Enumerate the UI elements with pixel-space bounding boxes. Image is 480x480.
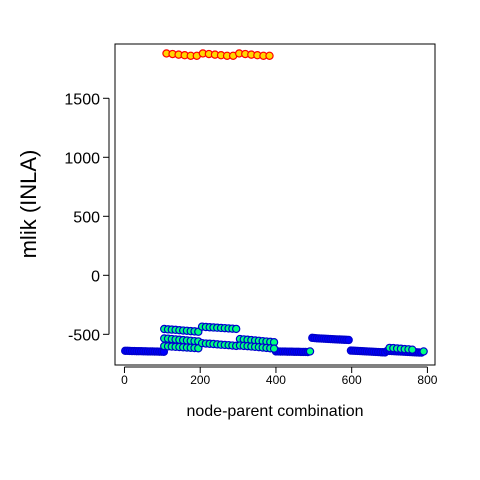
data-point <box>305 347 315 356</box>
x-axis-label: node-parent combination <box>186 403 363 420</box>
y-tick-label: 1500 <box>64 91 100 108</box>
data-point <box>419 347 428 356</box>
y-tick-label: 1000 <box>64 150 100 167</box>
data-point <box>231 324 241 334</box>
y-axis: -500 0 500 1000 1500 <box>64 91 110 344</box>
plot-frame <box>114 43 436 366</box>
y-tick-label: 500 <box>73 209 100 226</box>
x-tick-label: 600 <box>342 373 362 387</box>
data-points <box>121 49 428 357</box>
x-tick-label: 0 <box>121 373 128 387</box>
x-tick-label: 800 <box>417 373 437 387</box>
x-tick-label: 200 <box>190 373 210 387</box>
data-point <box>265 51 274 61</box>
data-point <box>269 344 279 353</box>
y-tick-label: -500 <box>68 327 100 344</box>
y-axis-label: mlik (INLA) <box>16 150 41 259</box>
y-tick-label: 0 <box>91 268 100 285</box>
x-axis: 0 200 400 600 800 <box>121 366 438 387</box>
x-tick-label: 400 <box>266 373 286 387</box>
data-point <box>344 335 353 345</box>
data-point <box>408 345 417 354</box>
